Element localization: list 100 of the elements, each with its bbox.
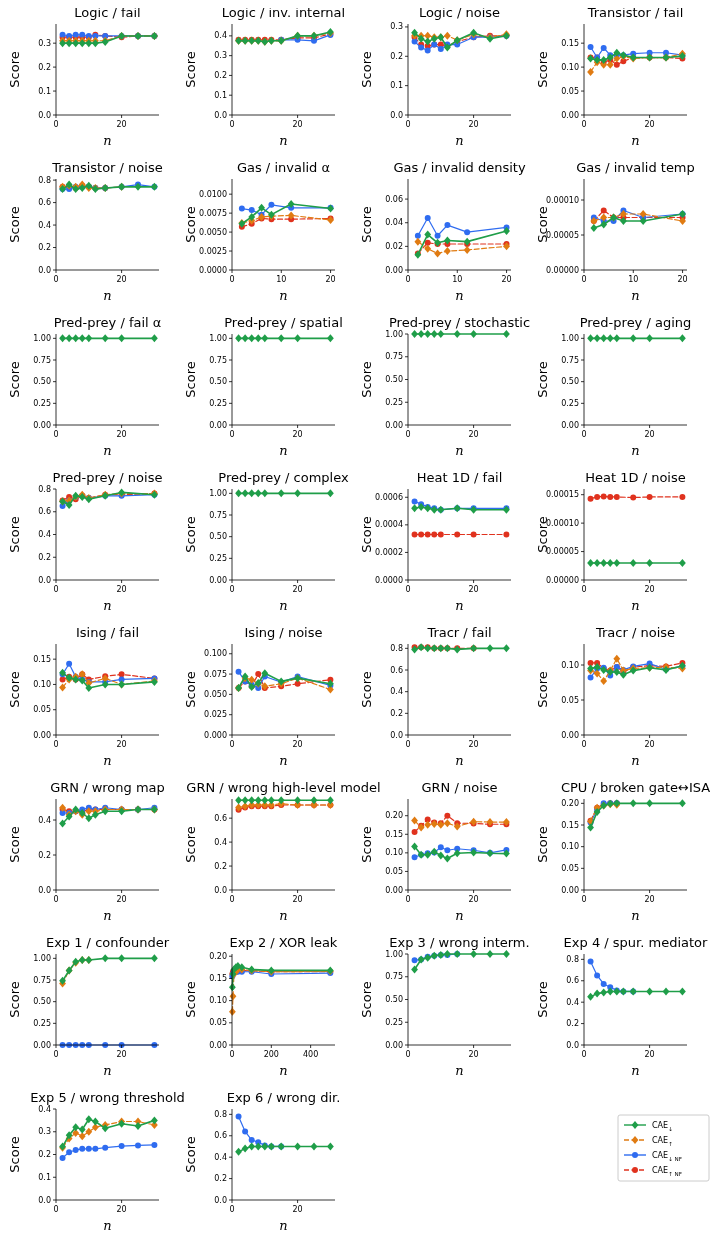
chart-title: Pred-prey / complex: [218, 470, 349, 485]
chart-title: Exp 3 / wrong interm.: [389, 935, 530, 950]
y-axis-title: Score: [7, 1136, 22, 1173]
x-tick-label: 20: [116, 275, 127, 284]
chart-title: Heat 1D / noise: [585, 470, 686, 485]
x-tick-label: 20: [116, 585, 127, 594]
x-tick-label: 20: [644, 585, 655, 594]
y-tick-label: 0.6: [214, 1131, 227, 1141]
y-tick-label: 1.00: [209, 488, 227, 498]
y-tick-label: 0.00: [561, 885, 579, 895]
y-axis-title: Score: [183, 51, 198, 88]
y-axis-title: Score: [359, 981, 374, 1018]
legend-label: CAE$_{↓ NF}$: [652, 1150, 682, 1162]
y-tick-label: 0.00: [209, 420, 227, 430]
x-tick-label: 20: [116, 1050, 127, 1059]
x-tick-label: 0: [229, 1050, 235, 1059]
x-tick-label: 0: [53, 895, 59, 904]
x-tick-label: 20: [468, 430, 479, 439]
y-axis-title: Score: [535, 671, 550, 708]
y-tick-label: 0.8: [38, 175, 51, 185]
x-axis-title: n: [455, 1063, 464, 1078]
chart-title: Pred-prey / stochastic: [388, 315, 531, 330]
x-tick-label: 0: [581, 895, 587, 904]
chart-title: Gas / invalid density: [393, 160, 526, 175]
y-tick-label: 0.6: [38, 198, 51, 208]
x-tick-label: 20: [644, 740, 655, 749]
x-tick-label: 20: [325, 275, 336, 284]
x-tick-label: 10: [628, 275, 639, 284]
y-tick-label: 0.4: [214, 1152, 227, 1162]
x-tick-label: 0: [229, 740, 235, 749]
y-tick-label: 0.25: [561, 398, 579, 408]
y-tick-label: 0.1: [390, 81, 403, 91]
y-tick-label: 0.20: [385, 811, 403, 821]
y-tick-label: 0.00005: [545, 547, 579, 557]
x-axis-title: n: [631, 598, 640, 613]
x-axis-title: n: [631, 288, 640, 303]
chart-title: GRN / noise: [421, 780, 498, 795]
y-tick-label: 0.1: [214, 90, 227, 100]
y-tick-label: 0.05: [561, 863, 579, 873]
x-tick-label: 0: [405, 275, 411, 284]
x-tick-label: 0: [581, 585, 587, 594]
x-axis-title: n: [631, 753, 640, 768]
x-tick-label: 0: [405, 585, 411, 594]
y-tick-label: 0.025: [204, 710, 227, 720]
y-tick-label: 0.3: [38, 38, 51, 48]
y-tick-label: 0.05: [561, 86, 579, 96]
x-tick-label: 0: [581, 430, 587, 439]
x-tick-label: 20: [116, 1205, 127, 1214]
y-tick-label: 0.0100: [199, 189, 227, 199]
y-tick-label: 0.0: [214, 1195, 227, 1205]
x-tick-label: 0: [581, 1050, 587, 1059]
legend-label: CAE$_{↓}$: [652, 1120, 673, 1132]
y-tick-label: 0.25: [209, 398, 227, 408]
x-axis-title: n: [279, 1218, 288, 1233]
x-tick-label: 20: [292, 895, 303, 904]
y-tick-label: 0.3: [214, 51, 227, 61]
x-axis-title: n: [279, 1063, 288, 1078]
chart-title: Pred-prey / spatial: [224, 315, 343, 330]
x-tick-label: 20: [116, 430, 127, 439]
x-tick-label: 20: [677, 275, 688, 284]
y-tick-label: 0.2: [38, 243, 51, 253]
y-tick-label: 0.0: [214, 885, 227, 895]
chart-title: Pred-prey / aging: [579, 315, 692, 330]
y-tick-label: 0.0: [390, 110, 403, 120]
y-tick-label: 0.0: [38, 110, 51, 120]
chart-title: Pred-prey / noise: [52, 470, 163, 485]
y-tick-label: 0.05: [209, 1018, 227, 1028]
x-tick-label: 0: [229, 585, 235, 594]
y-tick-label: 0.50: [209, 532, 227, 542]
x-axis-title: n: [103, 288, 112, 303]
y-tick-label: 0.1: [38, 86, 51, 96]
x-tick-label: 0: [405, 430, 411, 439]
legend-label: CAE$_{↑}$: [652, 1135, 673, 1147]
y-tick-label: 0.15: [561, 820, 579, 830]
y-tick-label: 0.4: [214, 837, 227, 847]
y-tick-label: 0.10: [561, 842, 579, 852]
y-axis-title: Score: [535, 981, 550, 1018]
x-tick-label: 0: [53, 430, 59, 439]
y-axis-title: Score: [7, 981, 22, 1018]
y-tick-label: 0.00: [209, 575, 227, 585]
chart-title: Transistor / fail: [586, 5, 684, 20]
y-tick-label: 0.75: [209, 510, 227, 520]
y-tick-label: 0.00: [561, 730, 579, 740]
y-tick-label: 0.2: [38, 552, 51, 562]
chart-title: Heat 1D / fail: [416, 470, 503, 485]
x-axis-title: n: [103, 753, 112, 768]
y-axis-title: Score: [183, 981, 198, 1018]
y-tick-label: 0.10: [33, 680, 51, 689]
x-tick-label: 200: [263, 1050, 279, 1059]
y-tick-label: 0.00015: [545, 490, 579, 500]
y-axis-title: Score: [535, 51, 550, 88]
y-tick-label: 0.25: [385, 1017, 403, 1027]
chart-title: Gas / invalid temp: [576, 160, 695, 175]
chart-title: Pred-prey / fail α: [53, 315, 162, 330]
y-tick-label: 0.0006: [375, 492, 403, 502]
y-tick-label: 0.50: [209, 377, 227, 387]
y-tick-label: 0.0: [38, 1195, 51, 1205]
y-tick-label: 0.00: [561, 420, 579, 430]
y-tick-label: 0.20: [561, 798, 579, 808]
chart-title: CPU / broken gate↔ISA: [560, 780, 711, 795]
